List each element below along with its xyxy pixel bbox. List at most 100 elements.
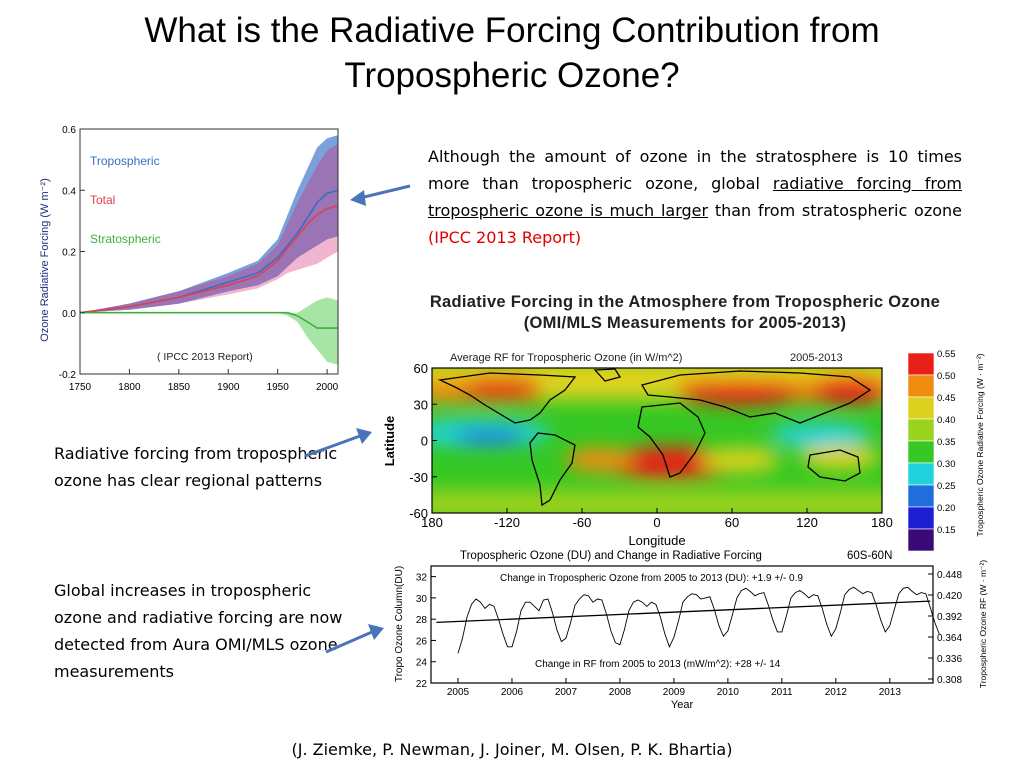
ts-ytick-right-label: 0.420 [937, 591, 962, 602]
arrow-to-map [304, 434, 361, 458]
arrow-head-1 [350, 190, 366, 206]
rf-xtick-label: 1750 [69, 382, 92, 393]
colorbar-tick-label: 0.35 [937, 437, 956, 448]
colorbar-swatch [907, 528, 935, 552]
rf-ticks: 1750 1800 1850 1900 1950 2000 -0.2 0.0 0.2 0.4 0.6 [59, 125, 339, 393]
ts-ytick-right-label: 0.364 [937, 633, 962, 644]
colorbar-swatch [907, 374, 935, 398]
rf-line-total [79, 204, 339, 314]
ts-xtick-label: 2012 [825, 687, 848, 698]
map-ticks: 180 -120 -60 0 60 120 180 60 30 0 -30 -60 [409, 361, 893, 530]
ts-ytick-right-label: 0.308 [937, 675, 962, 686]
slide-title-line1: What is the Radiative Forcing Contributi… [144, 11, 880, 50]
colorbar-swatch [907, 418, 935, 442]
arrow-head-3 [368, 624, 384, 640]
ts-ozone-line [457, 586, 940, 654]
rf-ytick-label: -0.2 [59, 370, 77, 381]
map-subtitle-period: 2005-2013 [790, 352, 843, 364]
ts-xtick-label: 2009 [663, 687, 686, 698]
map-title-line2: (OMI/MLS Measurements for 2005-2013) [523, 314, 847, 332]
note-regional-patterns: Radiative forcing from tropospheric ozon… [54, 444, 338, 490]
rf-legend-stratospheric: Stratospheric [90, 232, 161, 246]
map-ytick-label: 0 [421, 434, 428, 449]
map-xtick-label: 0 [653, 515, 660, 530]
ts-annotation-bottom: Change in RF from 2005 to 2013 (mW/m^2):… [535, 659, 781, 670]
ts-xtick-label: 2006 [501, 687, 524, 698]
ts-ticks: 2005 2006 2007 2008 2009 2010 2011 2012 2013 22 24… [416, 570, 963, 698]
arrow-head-2 [356, 428, 372, 444]
arrow-to-line-chart [359, 184, 411, 200]
rf-world-map: Average RF for Tropospheric Ozone (in W/… [382, 349, 985, 552]
rf-ytick-label: 0.0 [62, 309, 76, 320]
map-subtitle: Average RF for Tropospheric Ozone (in W/… [450, 352, 682, 364]
ts-ytick-right-label: 0.336 [937, 654, 962, 665]
rf-band-overlap [80, 144, 338, 313]
map-ytick-label: 30 [414, 397, 428, 412]
ts-region: 60S-60N [847, 550, 892, 562]
colorbar-swatch [907, 352, 935, 376]
coast-north-america [437, 372, 577, 424]
map-xtick-label: 60 [725, 515, 739, 530]
ts-xtick-label: 2013 [879, 687, 902, 698]
arrow-to-timeseries [325, 630, 373, 654]
colorbar-swatch [907, 506, 935, 530]
slide-title-line2: Tropospheric Ozone? [344, 56, 680, 95]
ozone-timeseries-chart: Tropospheric Ozone (DU) and Change in Ra… [394, 550, 988, 711]
rf-ylabel: Ozone Radiative Forcing (W m⁻²) [39, 178, 51, 342]
note-top-text-1: Although the amount of ozone in the stra… [428, 147, 962, 193]
coast-australia [807, 449, 861, 482]
ts-plot-area [436, 586, 940, 654]
map-xlabel: Longitude [628, 533, 685, 548]
map-panel-title: Radiative Forcing in the Atmosphere from… [385, 292, 985, 334]
credits: (J. Ziemke, P. Newman, J. Joiner, M. Ols… [291, 740, 733, 759]
ts-ytick-left-label: 32 [416, 573, 428, 584]
colorbar-tick-label: 0.25 [937, 481, 956, 492]
rf-xtick-label: 1800 [118, 382, 141, 393]
colorbar-swatch [907, 440, 935, 464]
rf-xtick-label: 1850 [168, 382, 191, 393]
rf-plot-area [79, 135, 339, 365]
note-ozone-comparison: Although the amount of ozone in the stra… [428, 143, 962, 251]
ts-ytick-left-label: 30 [416, 594, 428, 605]
rf-legend-tropospheric: Tropospheric [90, 154, 160, 168]
map-xtick-label: 120 [796, 515, 818, 530]
ts-ytick-left-label: 26 [416, 636, 428, 647]
ts-xlabel: Year [671, 699, 694, 711]
colorbar-tick-label: 0.15 [937, 525, 956, 536]
map-xtick-label: 180 [421, 515, 443, 530]
ts-xtick-label: 2007 [555, 687, 578, 698]
ts-xtick-label: 2005 [447, 687, 470, 698]
rf-band-stratospheric [80, 297, 338, 365]
coast-africa [637, 402, 706, 478]
coast-greenland [593, 368, 622, 382]
ts-ytick-left-label: 22 [416, 679, 428, 690]
rf-ytick-label: 0.2 [62, 248, 76, 259]
colorbar-swatch [907, 396, 935, 420]
map-xtick-label: -120 [494, 515, 520, 530]
rf-xtick-label: 2000 [316, 382, 339, 393]
rf-annotation: ( IPCC 2013 Report) [157, 351, 253, 363]
colorbar-tick-label: 0.40 [937, 415, 956, 426]
note-top-citation: (IPCC 2013 Report) [428, 228, 582, 247]
ts-ytick-left-label: 24 [416, 658, 428, 669]
note-top-text-2: than from stratospheric ozone [708, 201, 962, 220]
ts-frame [430, 565, 934, 684]
ts-ylabel-left: Tropo Ozone Column(DU) [394, 566, 405, 682]
colorbar-tick-label: 0.55 [937, 349, 956, 360]
map-colorbar: 0.55 0.50 0.45 0.40 0.35 0.30 0.25 0.20 0.15 [907, 349, 956, 552]
rf-xtick-label: 1950 [267, 382, 290, 393]
ts-xtick-label: 2010 [717, 687, 740, 698]
colorbar-tick-label: 0.50 [937, 371, 956, 382]
map-xtick-label: 180 [871, 515, 893, 530]
coast-eurasia [640, 370, 872, 424]
note-top-underlined: radiative forcing from tropospheric ozon… [428, 174, 962, 220]
coast-south-america [529, 432, 576, 507]
rf-ytick-label: 0.6 [62, 125, 76, 136]
rf-legend-total: Total [90, 193, 115, 207]
map-title-line1: Radiative Forcing in the Atmosphere from… [429, 293, 941, 311]
map-ytick-label: 60 [414, 361, 428, 376]
map-ylabel: Latitude [382, 416, 397, 467]
slide-title: What is the Radiative Forcing Contributi… [40, 8, 984, 98]
ts-annotation-top: Change in Tropospheric Ozone from 2005 t… [500, 573, 803, 584]
